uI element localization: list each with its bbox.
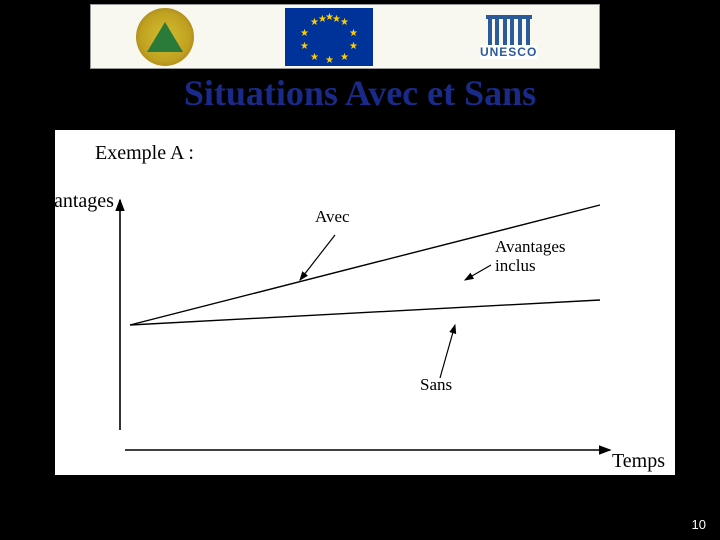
avec-line	[130, 205, 600, 325]
diagram-area: Exemple A : Avantages Temps Avec Avantag…	[55, 130, 675, 475]
org-logo-circle	[136, 8, 194, 66]
eu-flag-logo: ★ ★ ★ ★ ★ ★ ★ ★ ★ ★ ★ ★	[285, 8, 373, 66]
unesco-text: UNESCO	[480, 45, 537, 59]
logo-strip: ★ ★ ★ ★ ★ ★ ★ ★ ★ ★ ★ ★ UNESCO	[90, 4, 600, 69]
unesco-logo: UNESCO	[464, 8, 554, 66]
chart-svg	[55, 130, 675, 475]
page-title: Situations Avec et Sans	[0, 72, 720, 114]
temple-icon	[486, 15, 532, 45]
inclus-pointer-arrow	[465, 265, 491, 280]
page-number: 10	[692, 517, 706, 532]
sans-pointer-arrow	[440, 325, 455, 378]
triangle-icon	[147, 22, 183, 52]
avec-pointer-arrow	[300, 235, 335, 280]
sans-line	[130, 300, 600, 325]
